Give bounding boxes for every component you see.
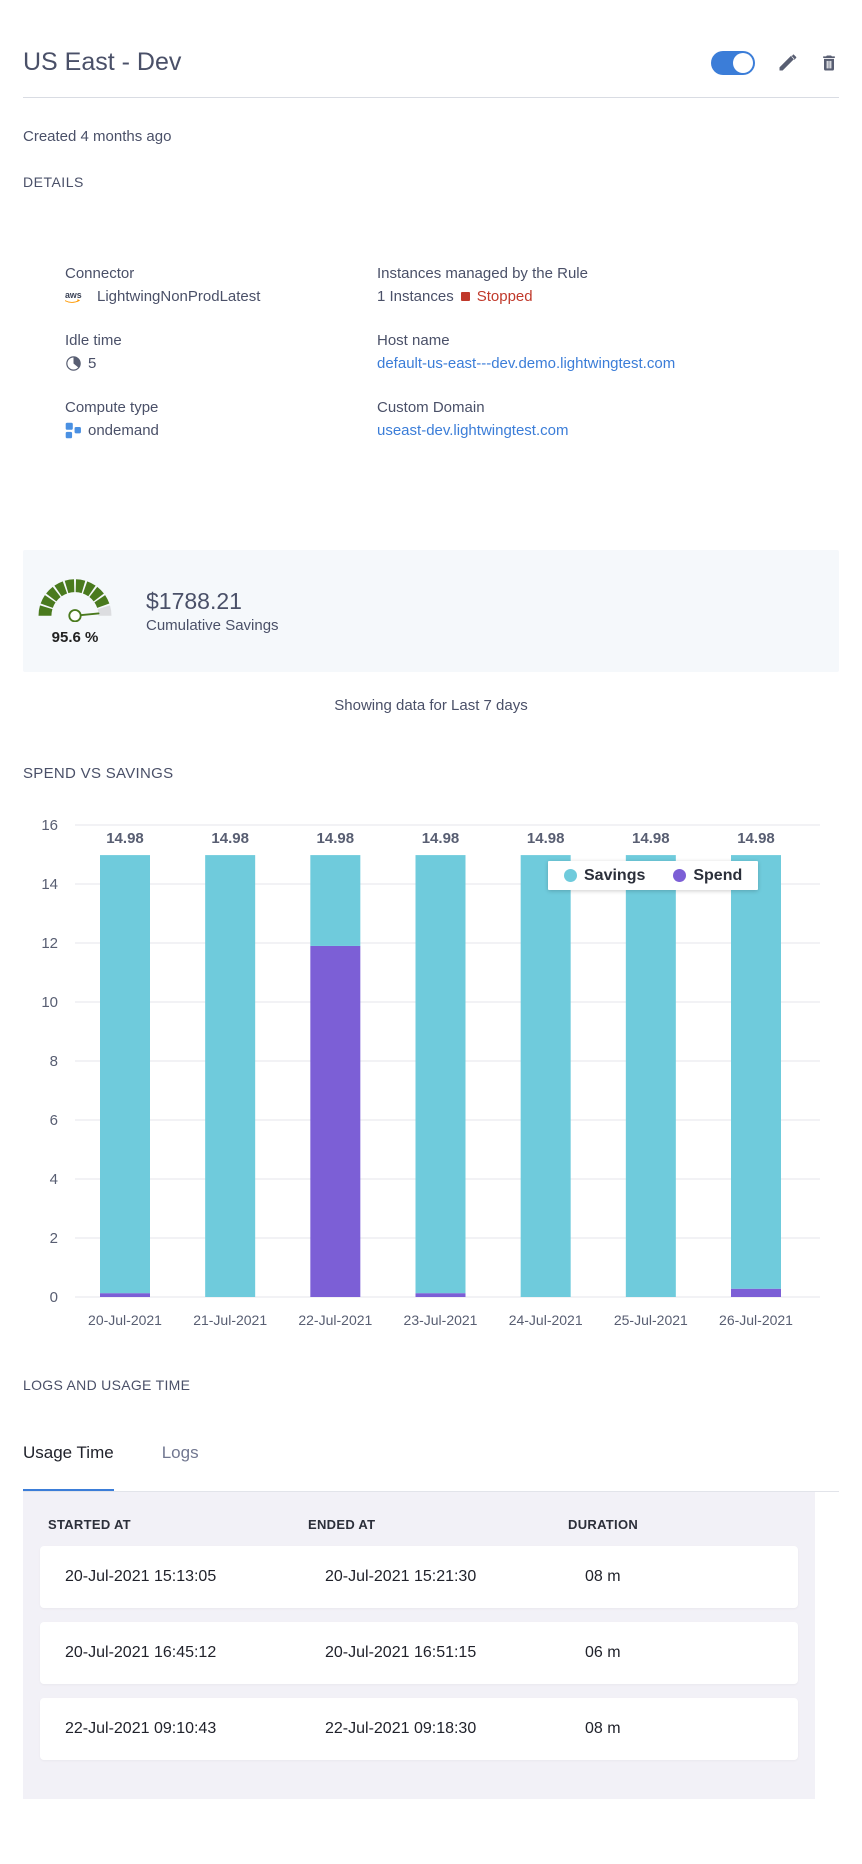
svg-text:14.98: 14.98 <box>737 830 775 847</box>
svg-text:14.98: 14.98 <box>106 830 144 847</box>
svg-text:22-Jul-2021: 22-Jul-2021 <box>298 1312 372 1328</box>
svg-text:2: 2 <box>50 1230 58 1247</box>
svg-text:14.98: 14.98 <box>317 830 355 847</box>
svg-text:21-Jul-2021: 21-Jul-2021 <box>193 1312 267 1328</box>
svg-text:26-Jul-2021: 26-Jul-2021 <box>719 1312 793 1328</box>
svg-text:aws: aws <box>65 290 82 300</box>
svg-text:20-Jul-2021: 20-Jul-2021 <box>88 1312 162 1328</box>
svg-text:0: 0 <box>50 1289 58 1306</box>
svg-text:24-Jul-2021: 24-Jul-2021 <box>509 1312 583 1328</box>
svg-text:14.98: 14.98 <box>527 830 565 847</box>
svg-text:12: 12 <box>41 935 58 952</box>
svg-text:14.98: 14.98 <box>422 830 460 847</box>
svg-text:16: 16 <box>41 817 58 834</box>
svg-text:6: 6 <box>50 1112 58 1129</box>
svg-text:14.98: 14.98 <box>211 830 249 847</box>
svg-text:10: 10 <box>41 994 58 1011</box>
svg-text:14: 14 <box>41 876 58 893</box>
svg-text:14.98: 14.98 <box>632 830 670 847</box>
svg-text:4: 4 <box>50 1171 58 1188</box>
svg-text:23-Jul-2021: 23-Jul-2021 <box>404 1312 478 1328</box>
svg-text:25-Jul-2021: 25-Jul-2021 <box>614 1312 688 1328</box>
svg-text:8: 8 <box>50 1053 58 1070</box>
